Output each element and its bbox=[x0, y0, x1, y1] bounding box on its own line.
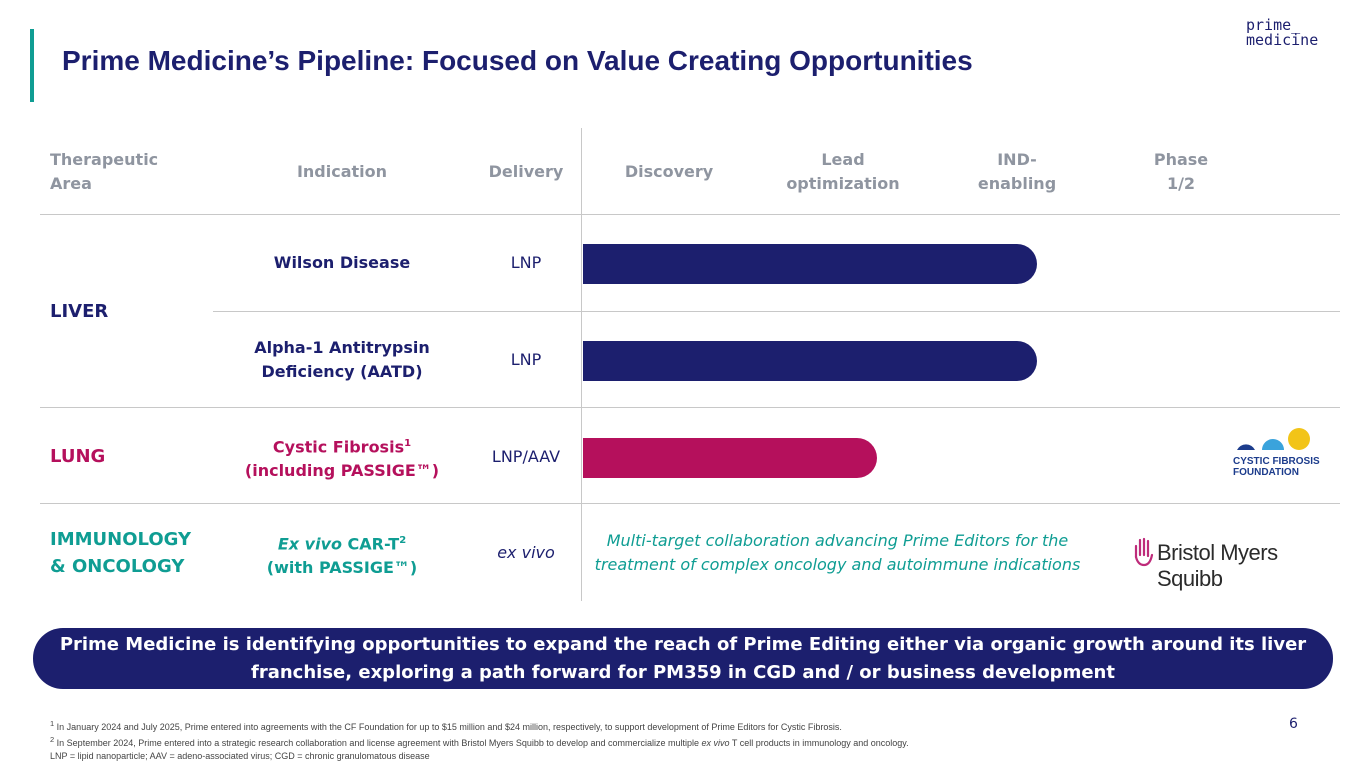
header-indication: Indication bbox=[296, 162, 388, 181]
indication-cf-line2: (including PASSIGE™) bbox=[244, 461, 440, 481]
indication-cystic-fibrosis: Cystic Fibrosis1 (including PASSIGE™) bbox=[222, 432, 462, 483]
header-lead-line2: optimization bbox=[786, 174, 900, 193]
prime-medicine-logo: prime_ medicine bbox=[1246, 18, 1318, 48]
collaboration-note: Multi-target collaboration advancing Pri… bbox=[585, 529, 1090, 577]
indication-cart-line2: (with PASSIGE™) bbox=[266, 558, 418, 578]
cff-text-line1: CYSTIC FIBROSIS bbox=[1233, 456, 1320, 467]
footnote-2: 2 In September 2024, Prime entered into … bbox=[50, 734, 909, 749]
header-ind-line1: IND- bbox=[997, 150, 1037, 169]
header-ind-line2: enabling bbox=[977, 174, 1057, 193]
footnote-2-text-a: In September 2024, Prime entered into a … bbox=[54, 738, 702, 748]
footnote-ref-2: 2 bbox=[399, 535, 407, 546]
delivery-ex-vivo: ex vivo bbox=[497, 543, 555, 562]
logo-line-2: medicine bbox=[1246, 31, 1319, 49]
indication-cf-line1: Cystic Fibrosis1 bbox=[222, 432, 462, 459]
indication-ex-vivo-car-t: Ex vivo CAR-T2 (with PASSIGE™) bbox=[222, 529, 462, 580]
banner-line1: Prime Medicine is identifying opportunit… bbox=[59, 633, 1307, 655]
area-immunology-oncology: IMMUNOLOGY & ONCOLOGY bbox=[50, 526, 191, 580]
cff-circles-icon bbox=[1237, 428, 1310, 450]
header-lead-line1: Lead bbox=[821, 150, 865, 169]
delivery-divider-line bbox=[581, 128, 582, 601]
key-message-banner: Prime Medicine is identifying opportunit… bbox=[33, 628, 1333, 689]
header-therapeutic-area: Therapeutic Area bbox=[50, 148, 158, 196]
header-phase-1-2: Phase 1/2 bbox=[1131, 148, 1231, 196]
cff-text: CYSTIC FIBROSIS FOUNDATION bbox=[1233, 456, 1320, 478]
progress-bar-cf bbox=[583, 438, 877, 478]
indication-cart-italic: Ex vivo bbox=[277, 534, 342, 554]
bristol-myers-squibb-logo: Bristol Myers Squibb bbox=[1132, 537, 1332, 591]
header-discovery: Discovery bbox=[624, 162, 714, 181]
bms-text: Bristol Myers Squibb bbox=[1157, 540, 1278, 591]
indication-wilson-disease: Wilson Disease bbox=[273, 253, 411, 272]
indication-cart-line1: Ex vivo CAR-T2 bbox=[222, 529, 462, 556]
header-area-line1: Therapeutic bbox=[50, 150, 159, 169]
footnote-1: 1 In January 2024 and July 2025, Prime e… bbox=[50, 718, 842, 733]
liver-row-divider bbox=[213, 311, 1340, 312]
immuno-divider bbox=[40, 503, 1340, 504]
indication-aatd-line1: Alpha-1 Antitrypsin bbox=[254, 338, 430, 357]
indication-aatd: Alpha-1 Antitrypsin Deficiency (AATD) bbox=[222, 336, 462, 384]
header-phase-line2: 1/2 bbox=[1166, 174, 1196, 193]
footnote-1-text: In January 2024 and July 2025, Prime ent… bbox=[54, 722, 842, 732]
title-accent-bar bbox=[30, 29, 34, 102]
header-ind-enabling: IND- enabling bbox=[957, 148, 1077, 196]
footnote-ref-1: 1 bbox=[404, 438, 412, 449]
cff-text-line2: FOUNDATION bbox=[1233, 467, 1299, 478]
slide-title: Prime Medicine’s Pipeline: Focused on Va… bbox=[62, 45, 973, 76]
lung-divider bbox=[40, 407, 1340, 408]
area-immuno-line1: IMMUNOLOGY bbox=[50, 529, 192, 550]
progress-bar-wilson bbox=[583, 244, 1037, 284]
collab-line1: Multi-target collaboration advancing Pri… bbox=[606, 531, 1069, 550]
area-immuno-line2: & ONCOLOGY bbox=[50, 556, 185, 577]
delivery-aatd: LNP bbox=[510, 350, 542, 369]
collab-line2: treatment of complex oncology and autoim… bbox=[594, 555, 1081, 574]
indication-cf-main: Cystic Fibrosis bbox=[272, 437, 405, 457]
header-phase-line1: Phase bbox=[1153, 150, 1209, 169]
header-divider-line bbox=[40, 214, 1340, 215]
page-number: 6 bbox=[1289, 716, 1298, 732]
area-liver: LIVER bbox=[50, 301, 109, 322]
logo-line-1: prime_ bbox=[1246, 16, 1301, 34]
cystic-fibrosis-foundation-logo: CYSTIC FIBROSIS FOUNDATION bbox=[1231, 428, 1331, 478]
progress-bar-aatd bbox=[583, 341, 1037, 381]
delivery-wilson: LNP bbox=[510, 253, 542, 272]
banner-line2: franchise, exploring a path forward for … bbox=[251, 661, 1115, 683]
footnote-2-marker: 2 bbox=[50, 735, 55, 744]
area-lung: LUNG bbox=[50, 446, 106, 467]
header-delivery: Delivery bbox=[488, 162, 564, 181]
footnote-1-marker: 1 bbox=[50, 719, 55, 728]
header-lead-optimization: Lead optimization bbox=[763, 148, 923, 196]
delivery-cf: LNP/AAV bbox=[491, 447, 561, 466]
footnote-abbreviations: LNP = lipid nanoparticle; AAV = adeno-as… bbox=[50, 751, 430, 761]
banner-text: Prime Medicine is identifying opportunit… bbox=[60, 631, 1306, 687]
header-area-line2: Area bbox=[50, 174, 92, 193]
footnote-2-text-b: T cell products in immunology and oncolo… bbox=[729, 738, 909, 748]
bms-hand-icon bbox=[1134, 537, 1154, 567]
indication-aatd-line2: Deficiency (AATD) bbox=[261, 362, 423, 381]
footnote-2-italic: ex vivo bbox=[701, 738, 730, 748]
indication-cart-rest: CAR-T bbox=[341, 534, 400, 554]
